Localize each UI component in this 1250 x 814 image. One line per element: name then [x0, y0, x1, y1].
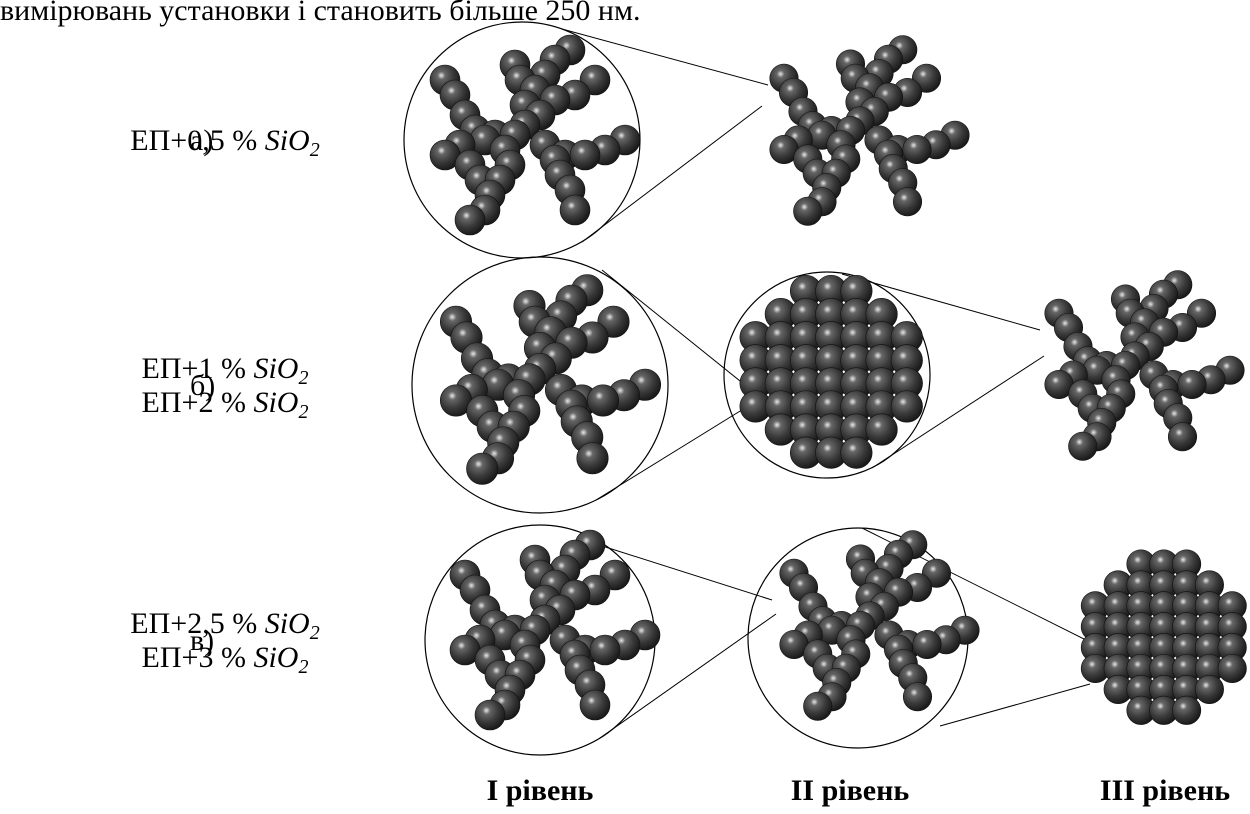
sample-label: ЕП+1 % SiO2 [142, 352, 309, 389]
formula: SiO [253, 386, 298, 419]
particle [893, 188, 922, 217]
particle [1218, 654, 1247, 683]
zoom-line [582, 106, 762, 242]
particle [475, 700, 505, 730]
sample-name: ЕП+3 % [142, 641, 254, 674]
level-label: I рівень [487, 774, 594, 807]
level-label: III рівень [1100, 774, 1230, 807]
particle-cluster [1045, 271, 1245, 461]
sample-name: ЕП+2,5 % [130, 607, 264, 640]
particle [467, 453, 499, 485]
formula-subscript: 2 [310, 139, 320, 161]
particle [587, 385, 619, 417]
particle [1195, 675, 1224, 704]
zoom-line [940, 684, 1090, 726]
particle-cluster [440, 275, 661, 485]
particle [590, 635, 620, 665]
particle [794, 197, 823, 226]
formula: SiO [265, 124, 310, 157]
sample-label: ЕП+3 % SiO2 [142, 641, 309, 678]
particle-cluster [430, 35, 640, 235]
particle [570, 140, 600, 170]
particle [560, 195, 590, 225]
particle [580, 690, 610, 720]
formula-subscript: 2 [298, 367, 308, 389]
particle-cluster [770, 36, 970, 226]
sample-name: ЕП+0,5 % [130, 124, 264, 157]
formula: SiO [265, 607, 310, 640]
particle [1172, 696, 1201, 725]
formula: SiO [253, 352, 298, 385]
intro-text: вимірювань установки і становить більше … [0, 0, 640, 27]
particle-cluster [780, 531, 980, 721]
zoom-line [596, 408, 745, 500]
particle [1069, 432, 1098, 461]
particle-cluster [450, 530, 660, 730]
particle [804, 692, 833, 721]
particle [891, 391, 923, 423]
particle [866, 414, 898, 446]
formula: SiO [253, 641, 298, 674]
particle-cluster [740, 275, 923, 468]
particle-cluster [1081, 550, 1246, 725]
sample-label: ЕП+2,5 % SiO2 [130, 607, 319, 644]
sample-label: ЕП+0,5 % SiO2 [130, 124, 319, 161]
formula-subscript: 2 [298, 656, 308, 678]
particle [455, 205, 485, 235]
figure: вимірювань установки і становить більше … [0, 0, 1250, 814]
particle [1178, 370, 1207, 399]
sample-label: ЕП+2 % SiO2 [142, 386, 309, 423]
particle [577, 443, 609, 475]
particle [1168, 423, 1197, 452]
particle [903, 683, 932, 712]
particle [903, 135, 932, 164]
level-label: II рівень [791, 774, 910, 807]
sample-name: ЕП+2 % [142, 386, 254, 419]
sample-name: ЕП+1 % [142, 352, 254, 385]
formula-subscript: 2 [298, 401, 308, 423]
particle [841, 437, 873, 469]
formula-subscript: 2 [310, 622, 320, 644]
particle [913, 630, 942, 659]
particles [430, 35, 1246, 730]
